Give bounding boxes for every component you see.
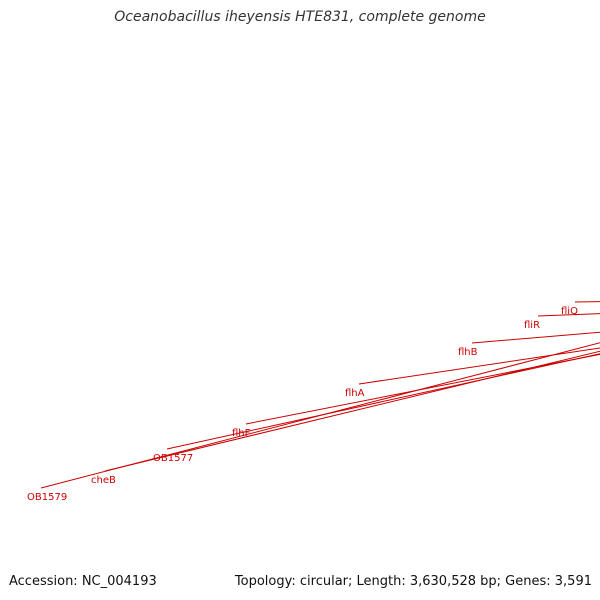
gene-label-leader — [574, 301, 600, 303]
gene-label-leader — [40, 342, 600, 489]
topology-text: Topology: circular; Length: 3,630,528 bp… — [234, 574, 592, 589]
gene-label-leader — [166, 353, 600, 450]
gene-label: fliR — [524, 320, 540, 331]
gene-label-leader — [358, 347, 600, 385]
gene-label: OB1579 — [27, 492, 67, 503]
gene-label-leader — [245, 353, 600, 425]
gene-label: fliQ — [561, 306, 578, 317]
gene-label: flhF — [232, 428, 251, 439]
gene-label-leaders — [40, 301, 600, 489]
accession-text: Accession: NC_004193 — [9, 574, 157, 589]
gene-label: flhA — [345, 388, 365, 399]
gene-label: cheB — [91, 475, 116, 486]
gene-label: flhB — [458, 347, 478, 358]
gene-label: OB1577 — [153, 453, 193, 464]
map-title: Oceanobacillus iheyensis HTE831, complet… — [114, 9, 486, 25]
gene-labels: OB1579 cheB OB1577 flhF flhA flhB fliR fliQ — [27, 306, 578, 503]
gene-label-leader — [104, 350, 600, 472]
